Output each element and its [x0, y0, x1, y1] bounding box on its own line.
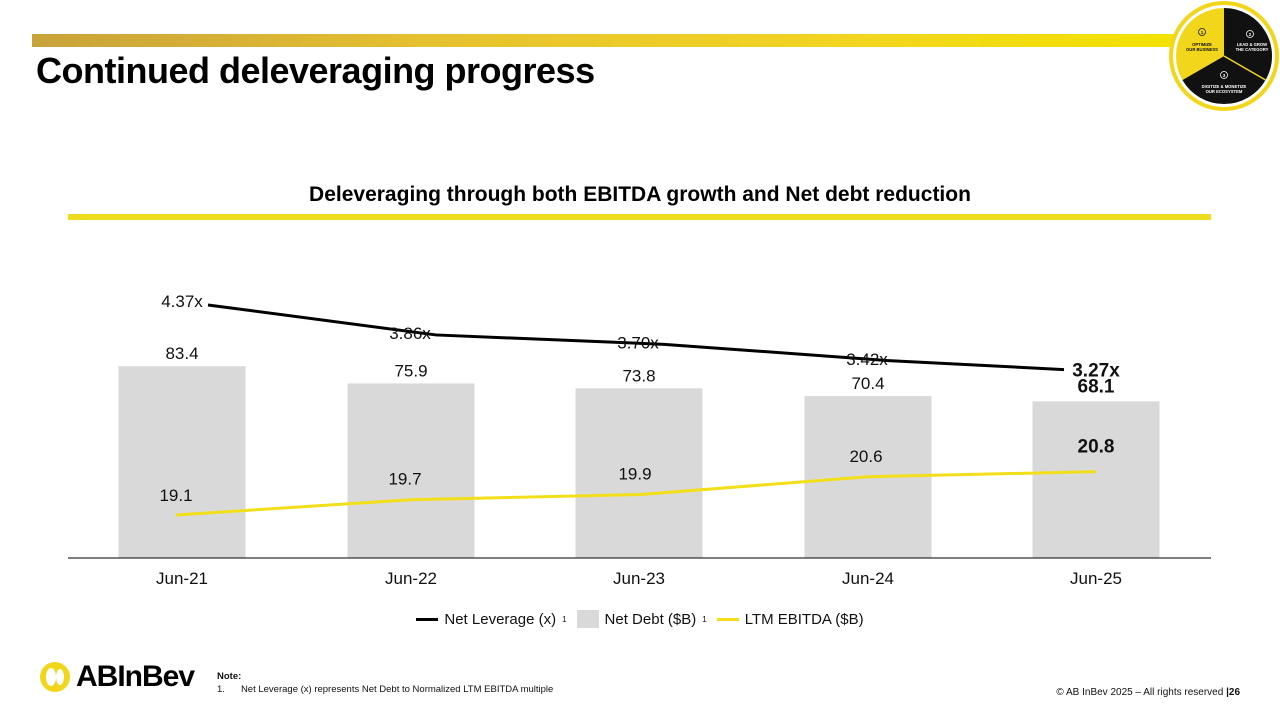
badge-segment-optimize [1175, 7, 1224, 81]
badge-text-2b: THE CATEGORY [1236, 47, 1269, 52]
net-debt-label: 73.8 [622, 366, 655, 385]
chart-legend: Net Leverage (x) 1 Net Debt ($B) 1 LTM EBI… [0, 610, 1280, 628]
badge-text-2a: LEAD & GROW [1237, 42, 1267, 47]
net-debt-label: 75.9 [394, 361, 427, 380]
footnote: Note: 1. Net Leverage (x) represents Net… [217, 671, 553, 695]
net-debt-bar [1032, 401, 1160, 558]
legend-swatch-leverage [416, 617, 439, 621]
legend-item-debt: Net Debt ($B) 1 [576, 610, 707, 628]
net-debt-label: 83.4 [165, 344, 198, 363]
ebitda-label: 19.1 [159, 486, 192, 505]
abinbev-logo: ABInBev [38, 660, 195, 694]
net-leverage-label: 4.37x [161, 292, 203, 311]
x-tick-label: Jun-24 [842, 569, 894, 588]
legend-swatch-debt [576, 610, 599, 628]
ebitda-label: 19.7 [388, 470, 421, 489]
strategy-badge: 1 OPTIMIZE OUR BUSINESS 2 LEAD & GROW TH… [1169, 1, 1279, 111]
net-debt-bar [118, 366, 246, 558]
ebitda-label: 19.9 [618, 465, 651, 484]
legend-label-ebitda: LTM EBITDA ($B) [744, 610, 864, 628]
top-accent-bar [32, 34, 1182, 47]
badge-num-1: 1 [1201, 30, 1204, 35]
page-number: |26 [1226, 687, 1240, 698]
legend-label-leverage: Net Leverage (x) [444, 610, 557, 628]
net-debt-label: 70.4 [851, 374, 884, 393]
net-debt-label: 68.1 [1078, 376, 1115, 397]
legend-label-debt: Net Debt ($B) [604, 610, 697, 628]
net-leverage-label: 3.86x [389, 324, 431, 343]
note-item-number: 1. [217, 684, 225, 695]
ebitda-label: 20.8 [1078, 437, 1115, 458]
badge-text-1b: OUR BUSINESS [1186, 47, 1218, 52]
legend-swatch-ebitda [716, 617, 739, 621]
net-leverage-label: 3.70x [617, 333, 659, 352]
legend-footnote-leverage: 1 [562, 614, 567, 624]
badge-text-3a: DIGITIZE & MONETIZE [1202, 84, 1247, 89]
legend-footnote-debt: 1 [702, 614, 707, 624]
x-tick-label: Jun-22 [385, 569, 437, 588]
badge-num-3: 3 [1223, 73, 1226, 78]
net-leverage-label: 3.42x [846, 350, 888, 369]
badge-num-2: 2 [1249, 32, 1252, 37]
net-debt-bar [575, 388, 703, 558]
net-leverage-label: 3.27x [1072, 361, 1120, 382]
x-tick-label: Jun-21 [156, 569, 208, 588]
note-item: 1. Net Leverage (x) represents Net Debt … [217, 684, 553, 695]
page-footer: © AB InBev 2025 – All rights reserved |2… [1056, 687, 1240, 698]
legend-item-ebitda: LTM EBITDA ($B) [716, 610, 864, 628]
chart-title: Deleveraging through both EBITDA growth … [309, 183, 971, 206]
copyright-text: © AB InBev 2025 – All rights reserved [1056, 687, 1224, 698]
badge-segment-grow [1224, 7, 1273, 80]
ebitda-line [175, 470, 1097, 517]
badge-text-3b: OUR ECOSYSTEM [1206, 89, 1243, 94]
note-title: Note: [217, 671, 242, 682]
logo-text: ABInBev [76, 660, 195, 693]
net-debt-bar [347, 383, 475, 558]
logo-mark-icon [40, 662, 70, 692]
page-title: Continued deleveraging progress [36, 50, 595, 91]
net-leverage-line [207, 303, 1065, 372]
chart-title-underline [68, 214, 1211, 220]
x-tick-label: Jun-23 [613, 569, 665, 588]
note-item-text: Net Leverage (x) represents Net Debt to … [240, 684, 554, 695]
badge-text-1a: OPTIMIZE [1192, 42, 1212, 47]
legend-item-leverage: Net Leverage (x) 1 [416, 610, 567, 628]
x-tick-label: Jun-25 [1070, 569, 1122, 588]
ebitda-label: 20.6 [849, 447, 882, 466]
